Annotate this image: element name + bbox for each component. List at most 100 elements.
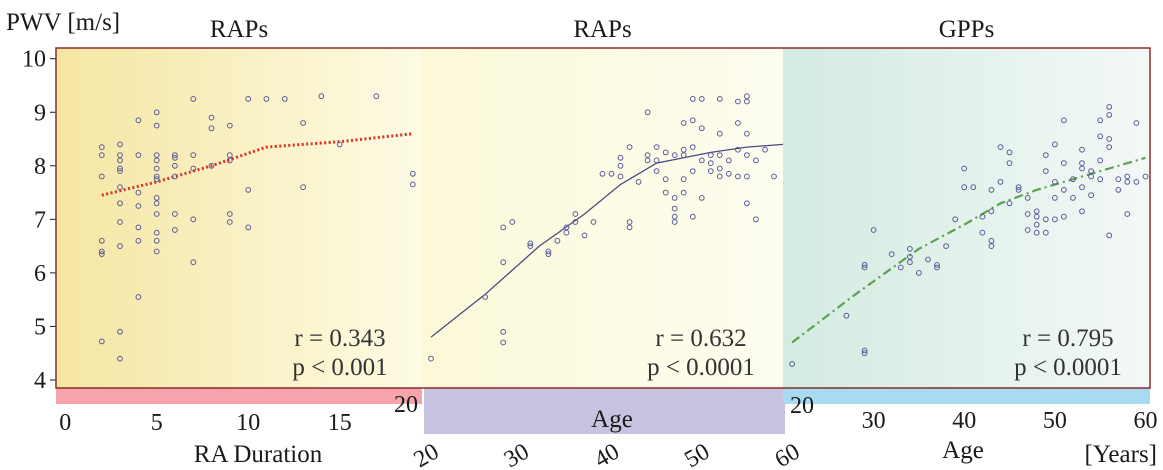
- data-point: [680, 189, 687, 196]
- x-tick-label: 50: [680, 439, 714, 470]
- data-point: [190, 96, 197, 102]
- data-point: [725, 170, 732, 177]
- panel-background: [422, 48, 783, 388]
- data-point: [190, 165, 197, 172]
- data-point: [117, 355, 123, 362]
- data-point: [680, 176, 687, 183]
- data-point: [226, 157, 233, 164]
- data-point: [744, 98, 750, 105]
- data-point: [662, 189, 669, 196]
- x-tick-label: 20: [394, 392, 418, 418]
- data-point: [1088, 192, 1094, 199]
- y-tick-label: 4: [34, 368, 46, 394]
- data-point: [1015, 187, 1022, 193]
- data-point: [1070, 195, 1076, 201]
- data-point: [98, 237, 105, 244]
- data-point: [409, 181, 416, 188]
- data-point: [1061, 160, 1067, 167]
- data-point: [226, 122, 233, 129]
- data-point: [753, 157, 759, 164]
- data-point: [735, 98, 741, 105]
- data-point: [98, 251, 105, 258]
- panel-background: [783, 48, 1150, 388]
- trend-line: [101, 132, 413, 197]
- data-point: [653, 144, 660, 151]
- y-tick-label: 7: [34, 207, 46, 233]
- data-point: [735, 173, 741, 180]
- data-point: [707, 160, 714, 167]
- data-point: [572, 219, 579, 225]
- data-point: [500, 224, 507, 231]
- x-tick-label: 0: [59, 410, 71, 436]
- data-point: [916, 270, 922, 276]
- data-point: [1061, 187, 1067, 193]
- trend-line: [430, 143, 784, 338]
- data-point: [1133, 120, 1140, 126]
- y-tick-label: 5: [34, 314, 46, 340]
- y-tick-label: 8: [34, 154, 46, 180]
- data-point: [744, 152, 750, 159]
- data-point: [527, 240, 534, 247]
- data-point: [888, 251, 895, 258]
- data-point: [545, 251, 552, 258]
- x-axis-label: Age: [942, 437, 984, 464]
- correlation-r: r = 0.795: [1022, 325, 1113, 352]
- y-tick-label: 9: [34, 100, 46, 126]
- data-point: [617, 173, 624, 180]
- x-axis-label: Age: [591, 406, 633, 433]
- data-point: [735, 120, 741, 126]
- data-point: [861, 264, 868, 271]
- data-point: [153, 122, 160, 129]
- data-point: [153, 200, 160, 207]
- data-point: [952, 216, 959, 223]
- data-point: [934, 262, 940, 268]
- panel-title: GPPs: [939, 16, 995, 43]
- data-point: [1042, 168, 1049, 175]
- data-point: [98, 173, 105, 180]
- data-point: [428, 355, 434, 362]
- data-point: [997, 144, 1004, 151]
- data-point: [500, 328, 507, 335]
- data-point: [1042, 229, 1049, 236]
- data-point: [172, 227, 178, 233]
- data-point: [281, 96, 288, 102]
- data-point: [117, 200, 123, 207]
- x-tick-label: 40: [952, 408, 976, 434]
- axis-strip: [424, 388, 785, 434]
- data-point: [509, 219, 516, 225]
- data-point: [644, 157, 651, 164]
- data-point: [1097, 157, 1104, 164]
- data-point: [689, 168, 696, 175]
- data-point: [1079, 146, 1085, 153]
- data-point: [1006, 149, 1013, 156]
- data-point: [789, 361, 795, 367]
- data-point: [1106, 104, 1113, 110]
- data-point: [208, 114, 215, 121]
- data-point: [689, 117, 696, 124]
- data-point: [245, 187, 252, 193]
- data-point: [153, 109, 160, 116]
- data-point: [1097, 133, 1104, 140]
- data-point: [861, 347, 868, 354]
- p-value: p < 0.0001: [647, 354, 755, 381]
- data-point: [208, 162, 215, 169]
- data-point: [970, 184, 977, 191]
- data-point: [599, 170, 606, 177]
- trend-line: [791, 156, 1146, 344]
- data-point: [897, 264, 904, 271]
- data-point: [153, 157, 160, 164]
- data-point: [671, 205, 678, 212]
- data-point: [707, 168, 714, 175]
- data-point: [226, 211, 233, 217]
- data-point: [153, 248, 160, 255]
- y-tick-label: 6: [34, 261, 46, 287]
- data-point: [861, 262, 868, 268]
- data-point: [172, 211, 178, 217]
- data-point: [689, 144, 696, 151]
- data-point: [1052, 216, 1058, 223]
- data-point: [698, 96, 705, 102]
- data-point: [988, 187, 995, 193]
- data-point: [190, 216, 197, 223]
- data-point: [1088, 173, 1094, 180]
- data-point: [716, 173, 723, 180]
